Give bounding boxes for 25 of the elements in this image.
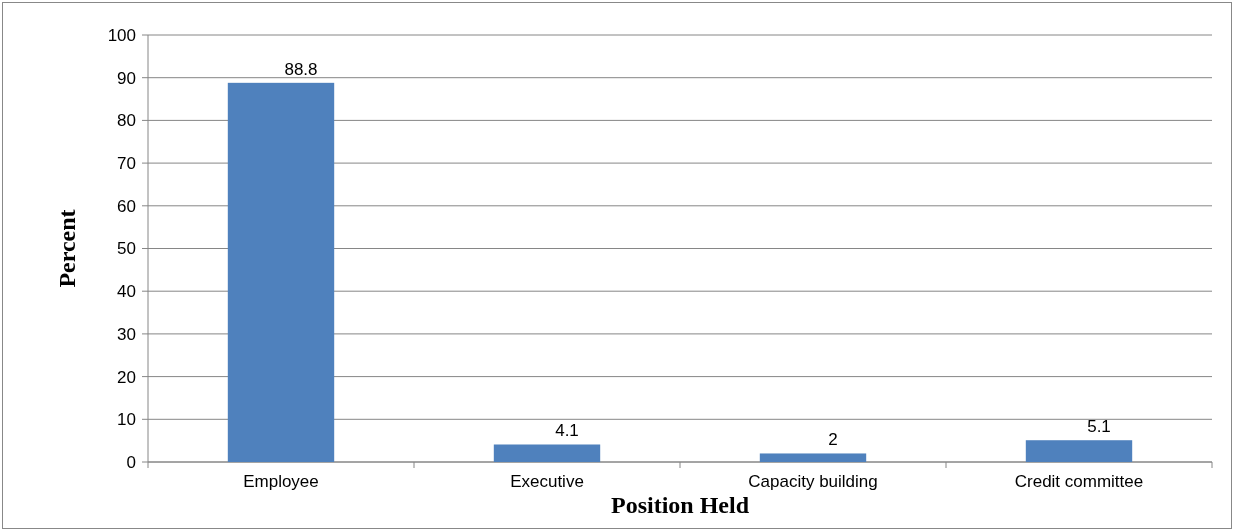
y-axis-title: Percent	[54, 209, 80, 288]
y-tick-label: 50	[117, 239, 136, 259]
y-tick-label: 90	[117, 68, 136, 88]
x-tick-label: Executive	[510, 472, 584, 491]
data-label: 2	[828, 430, 838, 450]
y-tick-label: 100	[107, 25, 136, 45]
y-tick-label: 0	[126, 452, 136, 472]
data-label: 5.1	[1087, 417, 1111, 437]
x-axis-title: Position Held	[610, 492, 750, 518]
x-tick-label: Capacity building	[748, 472, 878, 491]
y-tick-label: 70	[117, 154, 136, 174]
bar	[759, 453, 867, 462]
bar	[227, 82, 335, 462]
bar	[1025, 440, 1133, 462]
y-tick-label: 10	[117, 410, 136, 430]
y-tick-label: 20	[117, 367, 136, 387]
x-tick-label: Employee	[243, 472, 319, 491]
y-tick-label: 60	[117, 196, 136, 216]
data-label: 88.8	[284, 59, 318, 79]
y-tick-label: 40	[117, 282, 136, 302]
y-tick-label: 80	[117, 111, 136, 131]
x-tick-label: Credit committee	[1014, 472, 1144, 491]
y-tick-label: 30	[117, 324, 136, 344]
bar	[493, 444, 601, 462]
data-label: 4.1	[555, 421, 579, 441]
